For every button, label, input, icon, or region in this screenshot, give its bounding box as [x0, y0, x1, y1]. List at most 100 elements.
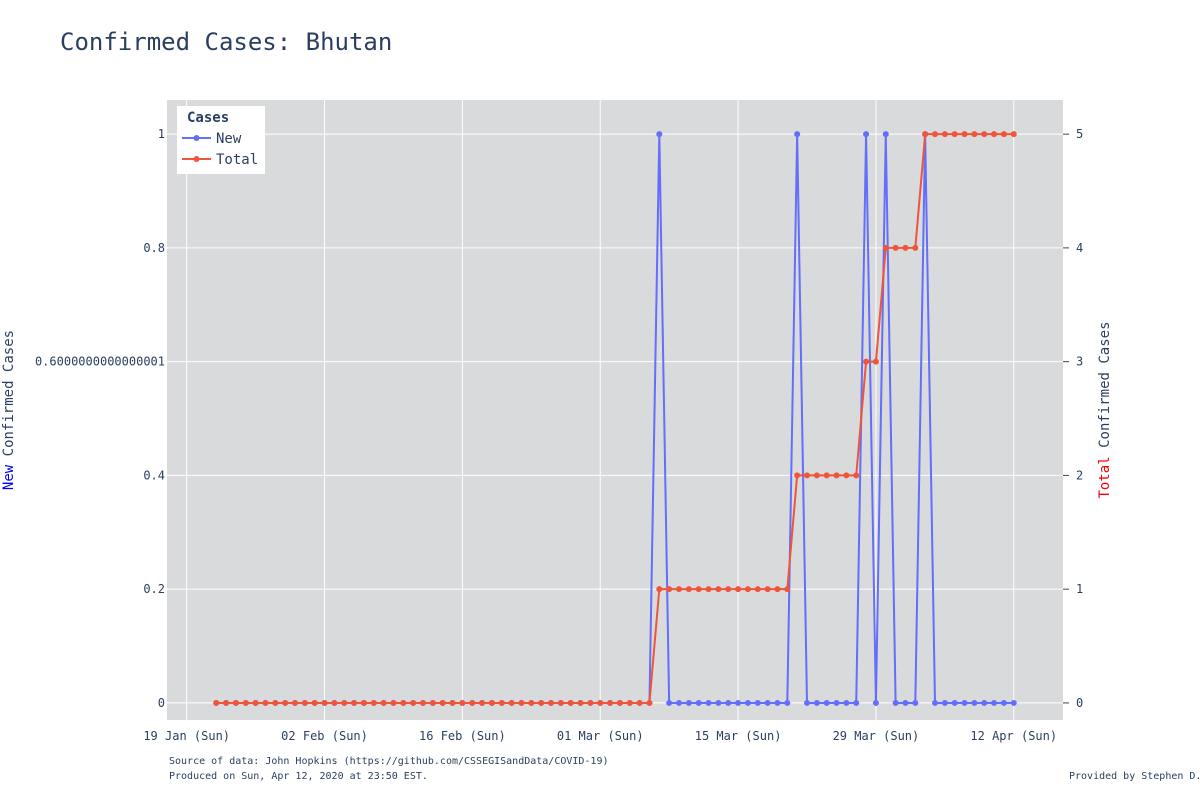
- data-point-total: [892, 244, 899, 251]
- right-y-tick-label: 2: [1076, 468, 1083, 482]
- data-point-total: [282, 699, 289, 706]
- data-point-total: [922, 131, 929, 138]
- right-y-tick-label: 4: [1076, 241, 1083, 255]
- data-point-new: [941, 699, 948, 706]
- x-tick-label: 01 Mar (Sun): [557, 729, 644, 743]
- x-tick-label: 15 Mar (Sun): [695, 729, 782, 743]
- left-y-tick-label: 0.2: [143, 582, 165, 596]
- data-point-total: [813, 472, 820, 479]
- data-point-total: [656, 586, 663, 593]
- data-point-total: [843, 472, 850, 479]
- footer-source: Source of data: John Hopkins (https://gi…: [169, 756, 609, 767]
- left-axis-title-rest: Confirmed Cases: [1, 330, 17, 465]
- data-point-new: [853, 699, 860, 706]
- data-point-total: [685, 586, 692, 593]
- data-point-total: [872, 358, 879, 365]
- data-point-new: [882, 131, 889, 138]
- legend-title: Cases: [187, 110, 229, 126]
- left-axis-title: New Confirmed Cases: [1, 330, 17, 490]
- data-point-new: [735, 699, 742, 706]
- data-point-total: [754, 586, 761, 593]
- data-point-total: [853, 472, 860, 479]
- data-point-new: [705, 699, 712, 706]
- x-axis-tick-labels: 19 Jan (Sun) 02 Feb (Sun) 16 Feb (Sun) 01 M…: [143, 729, 1057, 743]
- data-point-new: [932, 699, 938, 706]
- data-point-total: [469, 699, 476, 706]
- right-axis-title-highlight: Total: [1097, 456, 1113, 498]
- data-point-new: [951, 699, 958, 706]
- data-point-total: [380, 699, 387, 706]
- data-point-total: [331, 699, 338, 706]
- data-point-total: [459, 699, 466, 706]
- data-point-total: [823, 472, 830, 479]
- right-y-tick-label: 3: [1076, 355, 1083, 369]
- data-point-total: [292, 699, 298, 706]
- data-point-new: [1010, 699, 1017, 706]
- data-point-total: [882, 244, 889, 251]
- x-gridlines: [186, 100, 1015, 720]
- data-point-new: [902, 699, 909, 706]
- x-tick-label: 12 Apr (Sun): [970, 729, 1057, 743]
- data-point-total: [607, 699, 614, 706]
- left-y-tick-label: 0.8: [143, 241, 165, 255]
- data-point-total: [951, 131, 958, 138]
- data-point-total: [695, 586, 702, 593]
- data-point-total: [616, 699, 623, 706]
- data-point-total: [390, 699, 397, 706]
- data-point-total: [479, 699, 486, 706]
- data-point-new: [843, 699, 850, 706]
- data-point-total: [991, 131, 998, 138]
- right-axis-title: Total Confirmed Cases: [1097, 321, 1113, 498]
- right-y-tick-label: 1: [1076, 582, 1083, 596]
- data-point-total: [301, 699, 308, 706]
- data-point-total: [242, 699, 249, 706]
- data-point-new: [794, 131, 801, 138]
- data-point-new: [991, 699, 998, 706]
- data-point-new: [725, 699, 732, 706]
- data-point-new: [863, 131, 870, 138]
- x-tick-label: 02 Feb (Sun): [281, 729, 368, 743]
- series-layer: [213, 131, 1017, 706]
- data-point-total: [213, 699, 220, 706]
- data-point-total: [498, 699, 505, 706]
- legend-marker-new: [193, 135, 200, 141]
- data-point-total: [705, 586, 712, 593]
- data-point-new: [695, 699, 702, 706]
- data-point-new: [764, 699, 771, 706]
- data-point-total: [744, 586, 751, 593]
- legend-item-new[interactable]: New: [182, 131, 242, 147]
- footer-produced: Produced on Sun, Apr 12, 2020 at 23:50 E…: [169, 771, 428, 782]
- data-point-new: [872, 699, 879, 706]
- legend-label-new: New: [216, 131, 242, 147]
- data-point-total: [351, 699, 358, 706]
- data-point-total: [488, 699, 495, 706]
- data-point-total: [400, 699, 407, 706]
- left-y-tick-label: 0: [158, 696, 165, 710]
- data-point-total: [587, 699, 594, 706]
- data-point-new: [676, 699, 682, 706]
- x-tick-label: 19 Jan (Sun): [143, 729, 230, 743]
- x-tick-label: 29 Mar (Sun): [833, 729, 920, 743]
- chart-title: Confirmed Cases: Bhutan: [60, 28, 392, 56]
- legend-item-total[interactable]: Total: [182, 152, 258, 168]
- data-point-total: [902, 244, 909, 251]
- data-point-total: [360, 699, 367, 706]
- data-point-total: [804, 472, 810, 479]
- x-tick-label: 16 Feb (Sun): [419, 729, 506, 743]
- left-y-tick-label: 0.4: [143, 468, 165, 482]
- plot-area: [167, 100, 1063, 720]
- data-point-total: [567, 699, 574, 706]
- data-point-total: [941, 131, 948, 138]
- right-axis-tick-labels: 0 1 2 3 4 5: [1063, 127, 1083, 710]
- data-point-total: [646, 699, 653, 706]
- data-point-total: [223, 699, 230, 706]
- data-point-new: [744, 699, 751, 706]
- data-point-total: [557, 699, 564, 706]
- legend[interactable]: Cases New Total: [177, 106, 265, 174]
- data-point-new: [833, 699, 840, 706]
- data-point-total: [272, 699, 279, 706]
- data-point-total: [676, 586, 682, 593]
- data-point-total: [1010, 131, 1017, 138]
- data-point-total: [252, 699, 259, 706]
- data-point-total: [981, 131, 988, 138]
